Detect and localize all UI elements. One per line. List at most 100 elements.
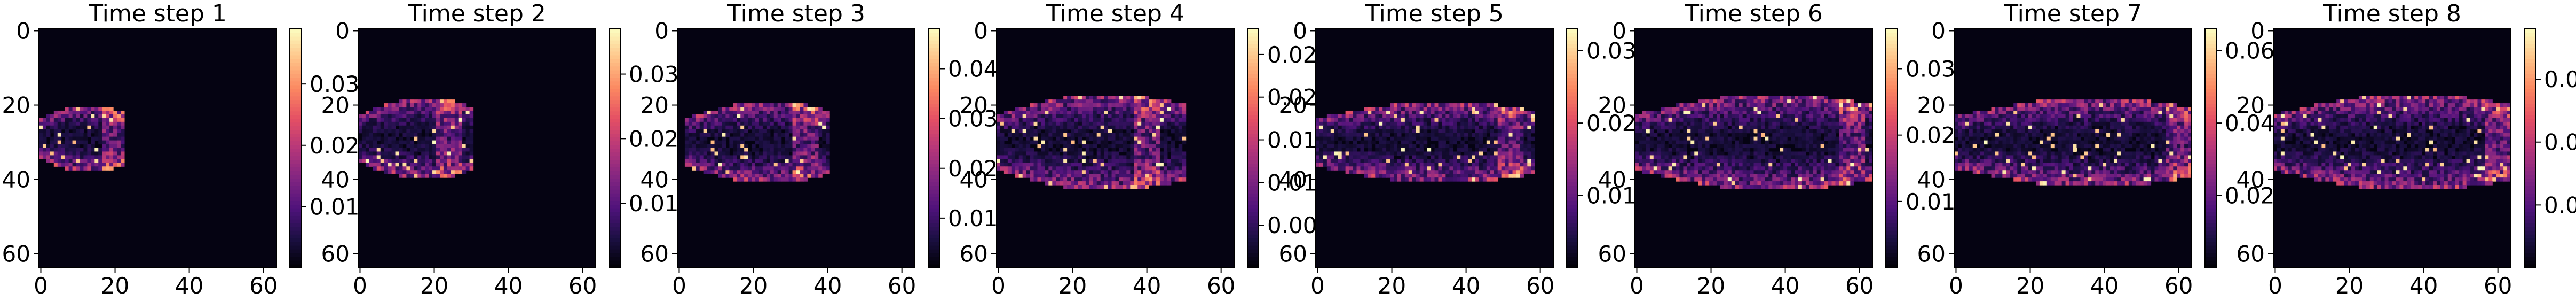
heatmap-cell (1846, 140, 1851, 145)
heatmap-cell (1382, 163, 1387, 167)
heatmap-cell (1638, 129, 1643, 134)
colorbar-segment (1567, 114, 1578, 119)
heatmap-cell (1850, 121, 1854, 126)
heatmap-cell (1096, 181, 1101, 186)
heatmap-cell (692, 144, 697, 149)
heatmap-cell (722, 129, 726, 134)
heatmap-cell (796, 144, 801, 149)
colorbar-segment (1247, 230, 1259, 235)
heatmap-cell (1382, 174, 1387, 178)
heatmap-cell (725, 121, 730, 126)
heatmap-cell (458, 136, 463, 141)
heatmap-cell (1071, 107, 1075, 111)
heatmap-cell (1060, 140, 1064, 145)
heatmap-cell (1345, 170, 1350, 174)
heatmap-cell (1108, 103, 1112, 107)
colorbar-segment (290, 264, 301, 268)
heatmap-cell (1839, 107, 1843, 111)
heatmap-cell (1468, 155, 1472, 159)
heatmap-cell (1486, 114, 1491, 119)
heatmap-cell (1052, 151, 1056, 156)
heatmap-cell (1765, 96, 1769, 100)
heatmap-cell (1022, 170, 1027, 174)
heatmap-cell (1360, 148, 1364, 152)
heatmap-cell (109, 114, 114, 119)
heatmap-cell (399, 144, 404, 149)
heatmap-cell (1018, 121, 1023, 126)
heatmap-cell (785, 107, 789, 111)
heatmap-cell (1705, 129, 1710, 134)
colorbar-tick-label: 0.02 (629, 126, 679, 152)
heatmap-cell (1041, 125, 1045, 130)
heatmap-cell (406, 121, 410, 126)
heatmap-cell (1108, 177, 1112, 182)
heatmap-cell (1750, 110, 1755, 115)
heatmap-cell (365, 118, 370, 122)
heatmap-cell (1182, 118, 1187, 122)
heatmap-cell (120, 163, 125, 167)
heatmap-cell (792, 125, 797, 130)
heatmap-cell (1356, 121, 1361, 126)
heatmap-cell (710, 129, 715, 134)
colorbar-segment (928, 47, 939, 52)
heatmap-cell (1067, 114, 1071, 119)
plot-frame (358, 28, 596, 268)
heatmap-cell (429, 163, 433, 167)
heatmap-cell (737, 177, 741, 182)
heatmap-cell (402, 118, 407, 122)
heatmap-cell (770, 163, 775, 167)
heatmap-cell (1137, 99, 1142, 104)
heatmap-cell (1137, 129, 1142, 134)
heatmap-cell (1497, 174, 1502, 178)
heatmap-cell (1341, 159, 1346, 163)
heatmap-cell (1497, 155, 1502, 159)
heatmap-cell (1698, 107, 1702, 111)
heatmap-cell (1026, 121, 1031, 126)
heatmap-cell (740, 148, 745, 152)
heatmap-cell (1174, 159, 1179, 163)
heatmap-cell (1809, 110, 1814, 115)
heatmap-cell (714, 114, 719, 119)
heatmap-cell (1085, 185, 1090, 189)
heatmap-cell (1687, 107, 1691, 111)
heatmap-cell (1431, 144, 1435, 149)
heatmap-cell (777, 129, 782, 134)
heatmap-cell (792, 170, 797, 174)
heatmap-cell (1007, 129, 1012, 134)
heatmap-cell (792, 163, 797, 167)
heatmap-cell (53, 136, 58, 141)
heatmap-cell (454, 148, 459, 152)
heatmap-cell (1003, 121, 1008, 126)
heatmap-cell (1772, 99, 1776, 104)
colorbar-segment (1567, 174, 1578, 179)
heatmap-cell (1676, 114, 1680, 119)
heatmap-cell (1490, 107, 1495, 111)
heatmap-cell (1516, 110, 1521, 115)
heatmap-cell (1345, 140, 1350, 145)
heatmap-cell (800, 140, 804, 145)
heatmap-cell (744, 118, 748, 122)
heatmap-cell (1056, 144, 1060, 149)
heatmap-cell (1676, 140, 1680, 145)
heatmap-cell (1464, 170, 1468, 174)
heatmap-cell (773, 151, 778, 156)
heatmap-cell (822, 121, 826, 126)
heatmap-cell (1056, 181, 1060, 186)
heatmap-cell (733, 121, 737, 126)
heatmap-cell (1809, 99, 1814, 104)
heatmap-cell (1635, 114, 1639, 119)
heatmap-cell (1074, 155, 1079, 159)
heatmap-cell (68, 144, 73, 149)
heatmap-cell (365, 140, 370, 145)
heatmap-cell (361, 125, 366, 130)
heatmap-cell (1404, 166, 1409, 171)
heatmap-cell (421, 103, 425, 107)
heatmap-cell (1475, 151, 1480, 156)
heatmap-cell (803, 107, 808, 111)
heatmap-cell (376, 166, 381, 171)
colorbar-segment (928, 118, 939, 123)
heatmap-cell (722, 166, 726, 171)
heatmap-cell (1045, 181, 1049, 186)
heatmap-cell (1067, 121, 1071, 126)
heatmap-cell (1060, 107, 1064, 111)
